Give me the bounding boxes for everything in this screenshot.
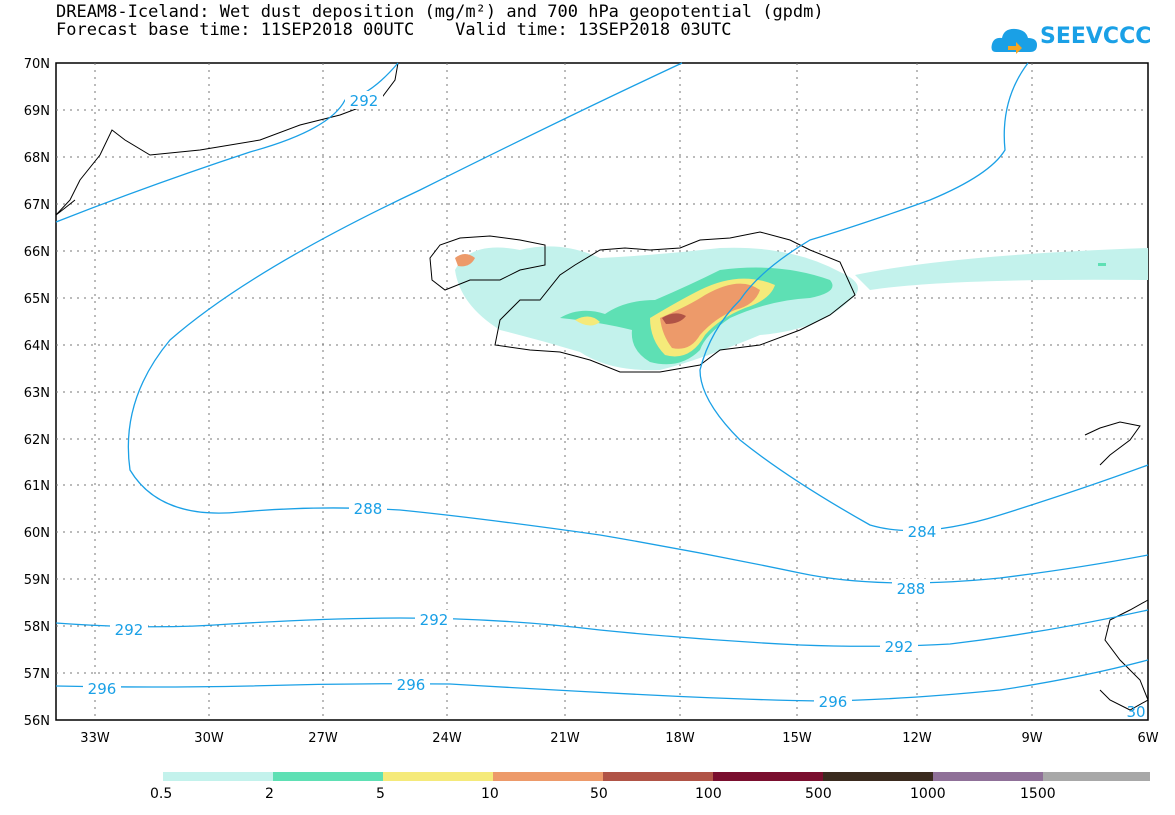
colorbar-label: 1500 [1020,786,1056,802]
iceland-coastline [494,231,856,373]
lon-label: 9W [1021,731,1042,746]
lon-label: 15W [782,731,812,746]
colorbar-swatch [603,772,713,781]
lat-label: 67N [24,198,50,213]
lat-label: 59N [24,573,50,588]
scotland-coastline [1099,599,1149,711]
colorbar-label: 50 [590,786,608,802]
lat-label: 70N [24,57,50,72]
colorbar-swatch [823,772,933,781]
lat-label: 56N [24,714,50,729]
geopotential-contours [55,62,1149,702]
contour-label: 292 [350,92,379,110]
lat-label: 68N [24,151,50,166]
westfjords-coastline [429,235,546,291]
contour-label: 292 [885,638,914,656]
colorbar-label: 0.5 [150,786,173,802]
lat-label: 61N [24,479,50,494]
contour-label: 296 [397,676,426,694]
lat-label: 57N [24,667,50,682]
colorbar-label: 1000 [910,786,946,802]
contour-label: 30 [1126,703,1145,721]
colorbar-swatch [493,772,603,781]
lon-label: 21W [550,731,580,746]
colorbar-swatch [163,772,273,781]
lon-label: 33W [80,731,110,746]
dust-deposition-field [455,246,1148,371]
contour-label: 288 [354,500,383,518]
longitude-labels: 33W 30W 27W 24W 21W 18W 15W 12W 9W 6W [80,731,1158,746]
lat-label: 63N [24,386,50,401]
lat-label: 58N [24,620,50,635]
colorbar-swatch [713,772,823,781]
lat-label: 64N [24,339,50,354]
lat-label: 69N [24,104,50,119]
lon-label: 24W [432,731,462,746]
latitude-labels: 70N 69N 68N 67N 66N 65N 64N 63N 62N 61N … [24,57,50,729]
map-title-line-1: DREAM8-Iceland: Wet dust deposition (mg/… [56,2,824,22]
faroe-coastline [1084,421,1141,466]
colorbar-label: 10 [481,786,499,802]
colorbar-label: 2 [265,786,274,802]
lon-label: 27W [308,731,338,746]
logo-text: SEEVCCC [1040,24,1152,49]
contour-label: 296 [88,680,117,698]
colorbar-label: 5 [376,786,385,802]
colorbar [163,772,1150,781]
colorbar-swatch [1043,772,1150,781]
map-title-line-2: Forecast base time: 11SEP2018 00UTC Vali… [56,20,732,40]
contour-labels: 292 288 284 288 292 292 292 296 296 296 … [83,91,1146,721]
colorbar-label: 100 [695,786,722,802]
lat-label: 65N [24,292,50,307]
contour-label: 284 [908,523,937,541]
contour-label: 296 [819,693,848,711]
contour-label: 292 [420,611,449,629]
lat-label: 60N [24,526,50,541]
lon-label: 18W [665,731,695,746]
contour-label: 288 [897,580,926,598]
colorbar-swatch [273,772,383,781]
cloud-logo-icon [991,28,1037,54]
colorbar-swatch [933,772,1043,781]
contour-label: 292 [115,621,144,639]
colorbar-label: 500 [805,786,832,802]
lon-label: 6W [1137,731,1158,746]
lon-label: 12W [902,731,932,746]
lat-label: 62N [24,433,50,448]
lat-label: 66N [24,245,50,260]
gridlines [56,63,1148,720]
greenland-coastline-south [55,199,76,216]
lon-label: 30W [194,731,224,746]
colorbar-swatch [383,772,493,781]
